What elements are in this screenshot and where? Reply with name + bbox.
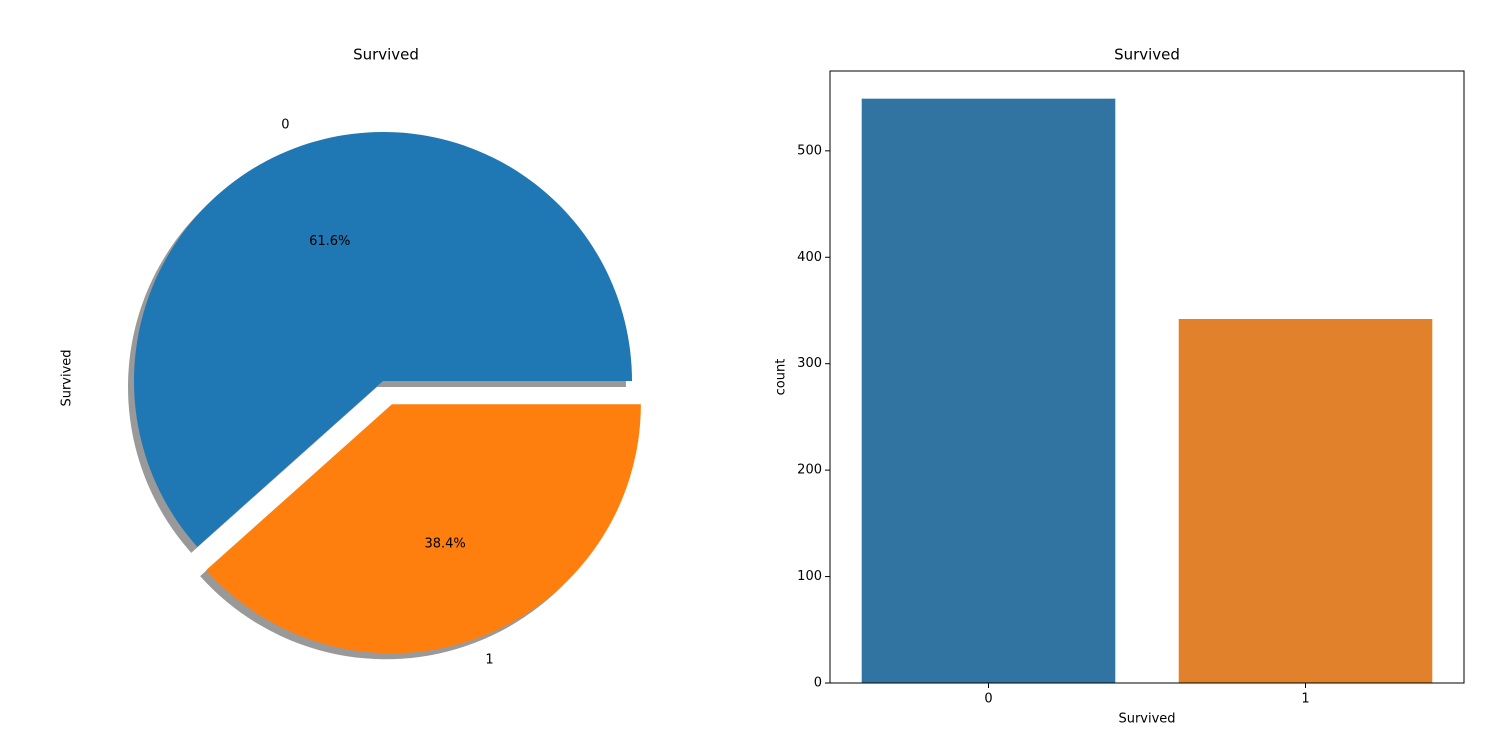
x-tick-label: 0 (984, 692, 992, 707)
y-tick-label: 0 (814, 676, 822, 691)
y-axis-label: Survived (60, 349, 75, 406)
chart-title: Survived (1114, 46, 1180, 64)
slice (133, 131, 632, 547)
y-tick-label: 200 (797, 463, 822, 478)
bar (1178, 318, 1433, 683)
slice-label: 1 (485, 653, 493, 668)
slice (206, 404, 641, 654)
slice-label: 0 (281, 118, 289, 133)
y-tick-label: 100 (797, 569, 822, 584)
plot-frame (829, 70, 1465, 684)
bar (861, 98, 1116, 684)
x-axis-label: Survived (1118, 712, 1175, 727)
y-axis-label: count (774, 359, 789, 396)
x-tick-label: 1 (1301, 692, 1309, 707)
chart-title: Survived (353, 46, 419, 64)
value-label: 38.4% (424, 536, 465, 551)
y-tick-label: 300 (797, 356, 822, 371)
y-tick-label: 500 (797, 143, 822, 158)
y-tick-label: 400 (797, 250, 822, 265)
value-label: 61.6% (309, 234, 350, 249)
